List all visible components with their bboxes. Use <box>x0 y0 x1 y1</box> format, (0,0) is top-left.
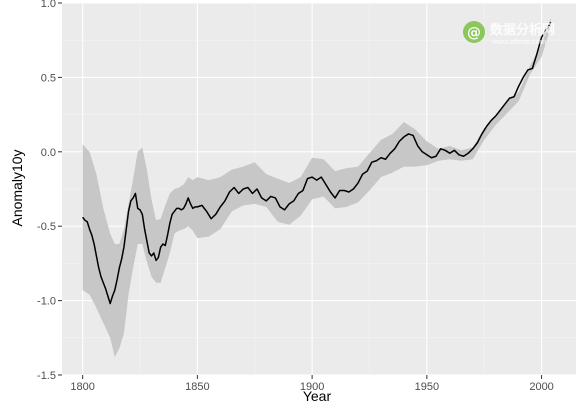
watermark-at-icon: @ <box>467 25 481 41</box>
y-tick-label: -0.5 <box>37 221 56 233</box>
x-tick-label: 1850 <box>185 381 209 393</box>
x-tick-label: 1800 <box>70 381 94 393</box>
x-axis-title: Year <box>303 388 332 404</box>
y-axis-title: Anomaly10y <box>9 149 25 226</box>
y-tick-label: -1.5 <box>37 370 56 382</box>
watermark-cn-text: 数据分析网 <box>490 22 555 38</box>
y-tick-label: -1.0 <box>37 296 56 308</box>
watermark-logo-icon <box>463 21 485 43</box>
y-tick-label: 0.5 <box>41 72 56 84</box>
y-axis: -1.5 -1.0 -0.5 0.0 0.5 1.0 <box>37 0 62 382</box>
x-axis: 1800 1850 1900 1950 2000 <box>70 375 554 393</box>
watermark: @ 数据分析网 www.afenxi.com <box>463 21 555 46</box>
x-tick-label: 2000 <box>529 381 553 393</box>
watermark-url-text: www.afenxi.com <box>491 37 546 46</box>
y-tick-label: 1.0 <box>41 0 56 10</box>
x-tick-label: 1950 <box>415 381 439 393</box>
y-tick-label: 0.0 <box>41 147 56 159</box>
anomaly-line <box>82 21 552 305</box>
x-tick-label: 1900 <box>300 381 324 393</box>
confidence-band <box>82 17 551 358</box>
